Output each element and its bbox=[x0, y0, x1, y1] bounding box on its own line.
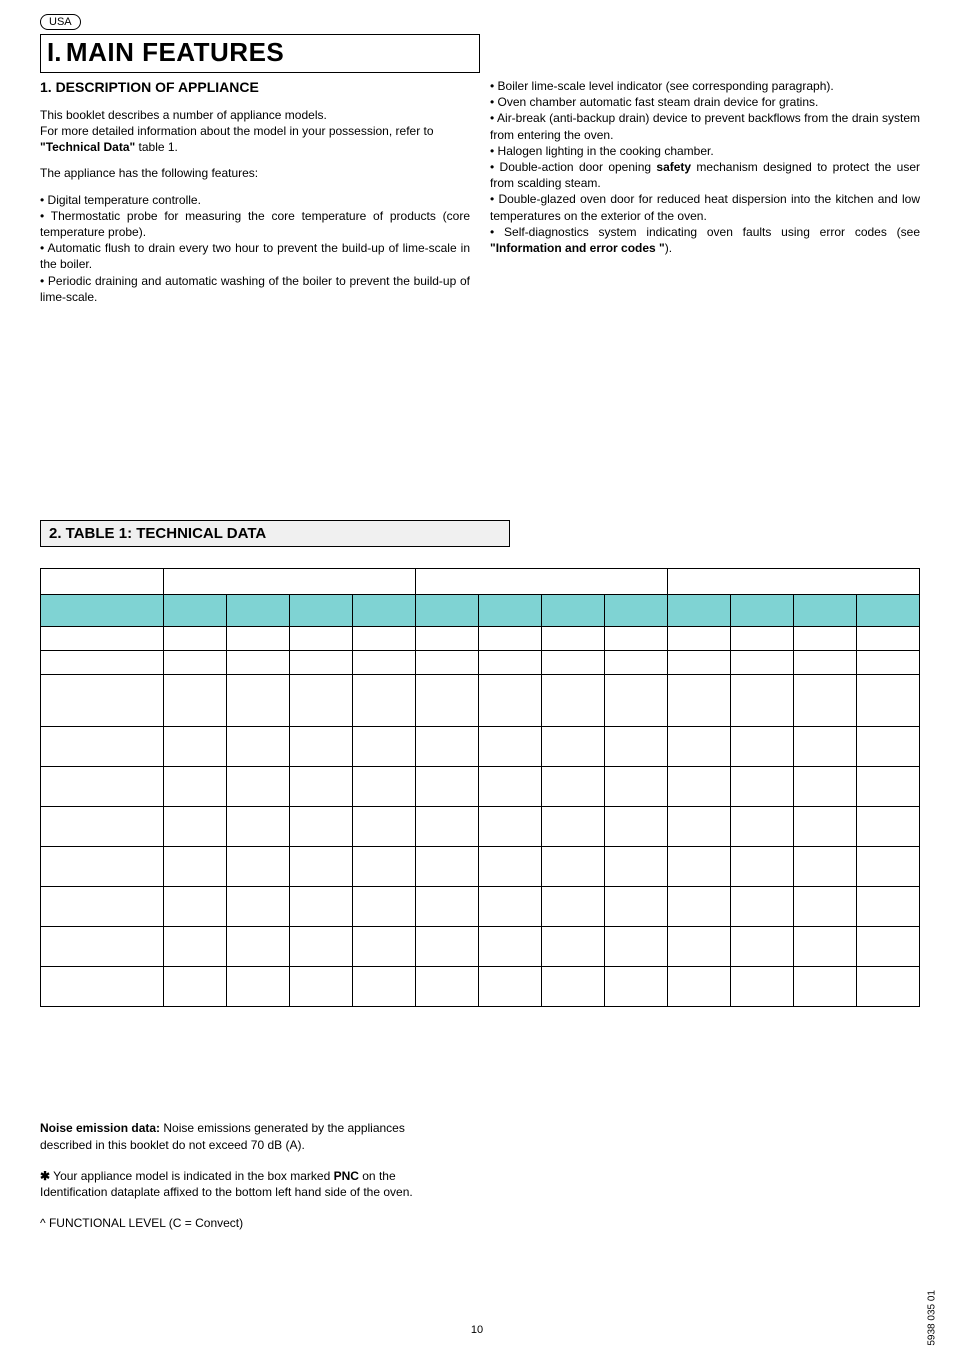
table-header-cell bbox=[353, 595, 416, 627]
intro-line1: This booklet describes a number of appli… bbox=[40, 108, 327, 122]
bullet: • Double-glazed oven door for reduced he… bbox=[490, 191, 920, 223]
table-row bbox=[41, 675, 920, 727]
main-title-text: MAIN FEATURES bbox=[66, 37, 284, 67]
bullet: • Self-diagnostics system indicating ove… bbox=[490, 224, 920, 256]
table-header-cell bbox=[415, 595, 478, 627]
bullet: • Digital temperature controlle. bbox=[40, 192, 470, 208]
features-intro: The appliance has the following features… bbox=[40, 165, 470, 181]
right-bullets: • Boiler lime-scale level indicator (see… bbox=[490, 78, 920, 256]
bullet-post: ). bbox=[665, 241, 672, 255]
table-row bbox=[41, 727, 920, 767]
table-row bbox=[41, 627, 920, 651]
main-title-number: I. bbox=[47, 37, 61, 67]
bullet: • Thermostatic probe for measuring the c… bbox=[40, 208, 470, 240]
table-header-cell bbox=[164, 595, 227, 627]
caret-note: ^ FUNCTIONAL LEVEL (C = Convect) bbox=[40, 1215, 460, 1232]
region-badge: USA bbox=[40, 14, 81, 30]
table-row bbox=[41, 651, 920, 675]
intro-paragraph: This booklet describes a number of appli… bbox=[40, 107, 470, 156]
table-row bbox=[41, 967, 920, 1007]
table-header-cell bbox=[164, 569, 416, 595]
left-bullets: • Digital temperature controlle. • Therm… bbox=[40, 192, 470, 305]
intro-line2-post: table 1. bbox=[135, 140, 178, 154]
bullet: • Halogen lighting in the cooking chambe… bbox=[490, 143, 920, 159]
section2-heading: 2. TABLE 1: TECHNICAL DATA bbox=[40, 520, 510, 547]
table-row bbox=[41, 807, 920, 847]
document-code: 5938 035 01 bbox=[927, 1290, 938, 1346]
technical-data-table bbox=[40, 568, 920, 1007]
star-symbol: ✱ bbox=[40, 1169, 50, 1183]
noise-note: Noise emission data: Noise emissions gen… bbox=[40, 1120, 460, 1154]
table-row bbox=[41, 767, 920, 807]
star-strong: PNC bbox=[334, 1169, 359, 1183]
table-header-cell bbox=[604, 595, 667, 627]
bullet-strong: "Information and error codes " bbox=[490, 241, 665, 255]
right-column: • Boiler lime-scale level indicator (see… bbox=[490, 78, 920, 305]
bullet-pre: • Double-action door opening bbox=[490, 160, 656, 174]
table-header-cell bbox=[793, 595, 856, 627]
bullet: • Double-action door opening safety mech… bbox=[490, 159, 920, 191]
noise-label: Noise emission data: bbox=[40, 1121, 160, 1135]
bullet: • Oven chamber automatic fast steam drai… bbox=[490, 94, 920, 110]
table-header-cell bbox=[541, 595, 604, 627]
page-number: 10 bbox=[0, 1324, 954, 1336]
table-header-cell bbox=[478, 595, 541, 627]
table-header-row bbox=[41, 569, 920, 595]
table-subheader-row bbox=[41, 595, 920, 627]
section1-heading: 1. DESCRIPTION OF APPLIANCE bbox=[40, 78, 470, 97]
left-column: 1. DESCRIPTION OF APPLIANCE This booklet… bbox=[40, 78, 470, 305]
notes-block: Noise emission data: Noise emissions gen… bbox=[40, 1120, 460, 1246]
table-header-cell bbox=[41, 595, 164, 627]
star-pre: Your appliance model is indicated in the… bbox=[50, 1169, 334, 1183]
table-header-cell bbox=[415, 569, 667, 595]
bullet-strong: safety bbox=[656, 160, 691, 174]
bullet: • Air-break (anti-backup drain) device t… bbox=[490, 110, 920, 142]
content-columns: 1. DESCRIPTION OF APPLIANCE This booklet… bbox=[40, 78, 920, 305]
intro-strong: "Technical Data" bbox=[40, 140, 135, 154]
main-title: I. MAIN FEATURES bbox=[40, 34, 480, 73]
bullet: • Boiler lime-scale level indicator (see… bbox=[490, 78, 920, 94]
intro-line2-pre: For more detailed information about the … bbox=[40, 124, 434, 138]
table-header-cell bbox=[667, 569, 919, 595]
table-row bbox=[41, 887, 920, 927]
table-header-cell bbox=[41, 569, 164, 595]
table-header-cell bbox=[667, 595, 730, 627]
bullet: • Periodic draining and automatic washin… bbox=[40, 273, 470, 305]
table-header-cell bbox=[856, 595, 919, 627]
table-header-cell bbox=[227, 595, 290, 627]
table-header-cell bbox=[730, 595, 793, 627]
bullet-pre: • Self-diagnostics system indicating ove… bbox=[490, 225, 920, 239]
star-note: ✱ Your appliance model is indicated in t… bbox=[40, 1168, 460, 1202]
table-row bbox=[41, 847, 920, 887]
table-row bbox=[41, 927, 920, 967]
table-header-cell bbox=[290, 595, 353, 627]
bullet: • Automatic flush to drain every two hou… bbox=[40, 240, 470, 272]
